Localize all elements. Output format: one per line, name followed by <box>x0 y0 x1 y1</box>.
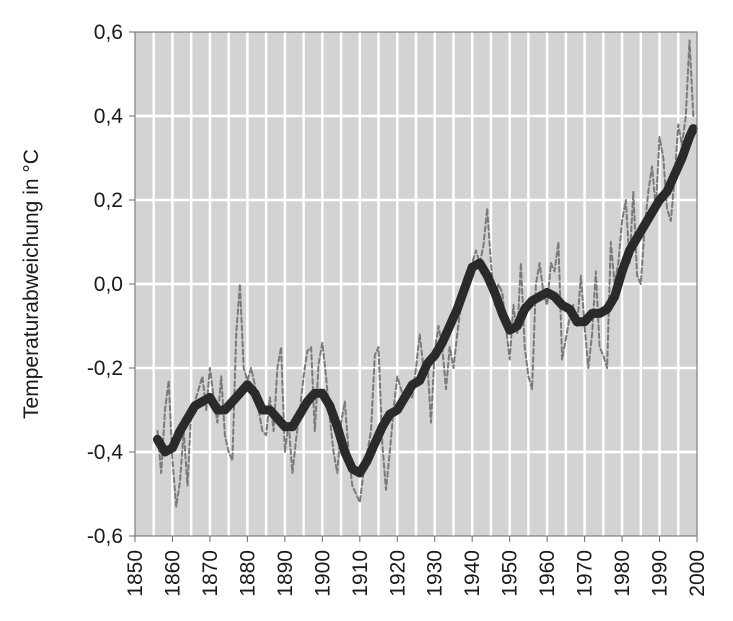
y-tick-label: -0,2 <box>87 357 123 380</box>
y-tick-label: 0,0 <box>94 273 123 296</box>
x-tick-label: 1860 <box>161 550 184 597</box>
grid-lines <box>135 32 697 536</box>
y-tick-label: 0,6 <box>94 21 123 44</box>
x-tick-label: 1910 <box>349 550 372 597</box>
x-tick-label: 1980 <box>611 550 634 597</box>
x-tick-label: 1970 <box>574 550 597 597</box>
x-axis-ticks: 1850 1860 1870 1880 1890 1900 1910 1920 1930 1940… <box>124 536 709 597</box>
annual-series-line <box>156 39 695 508</box>
x-tick-label: 1850 <box>124 550 147 597</box>
y-axis-title: Temperaturabweichung in °C <box>20 149 43 419</box>
y-tick-label: -0,6 <box>87 525 123 548</box>
x-tick-label: 1990 <box>649 550 672 597</box>
x-tick-label: 1880 <box>236 550 259 597</box>
y-axis-ticks: 0,6 0,4 0,2 0,0 -0,2 -0,4 -0,6 <box>87 21 135 548</box>
x-tick-label: 1890 <box>274 550 297 597</box>
x-tick-label: 1870 <box>199 550 222 597</box>
series-layer <box>153 39 698 508</box>
smoothed-series-line <box>153 124 698 478</box>
x-tick-label: 1920 <box>386 550 409 597</box>
x-tick-label: 1930 <box>424 550 447 597</box>
x-tick-label: 2000 <box>686 550 709 597</box>
y-tick-label: -0,4 <box>87 441 124 464</box>
x-tick-label: 1960 <box>536 550 559 597</box>
x-tick-label: 1950 <box>499 550 522 597</box>
x-tick-label: 1900 <box>311 550 334 597</box>
y-tick-label: 0,2 <box>94 189 123 212</box>
x-tick-label: 1940 <box>461 550 484 597</box>
y-tick-label: 0,4 <box>94 105 124 128</box>
